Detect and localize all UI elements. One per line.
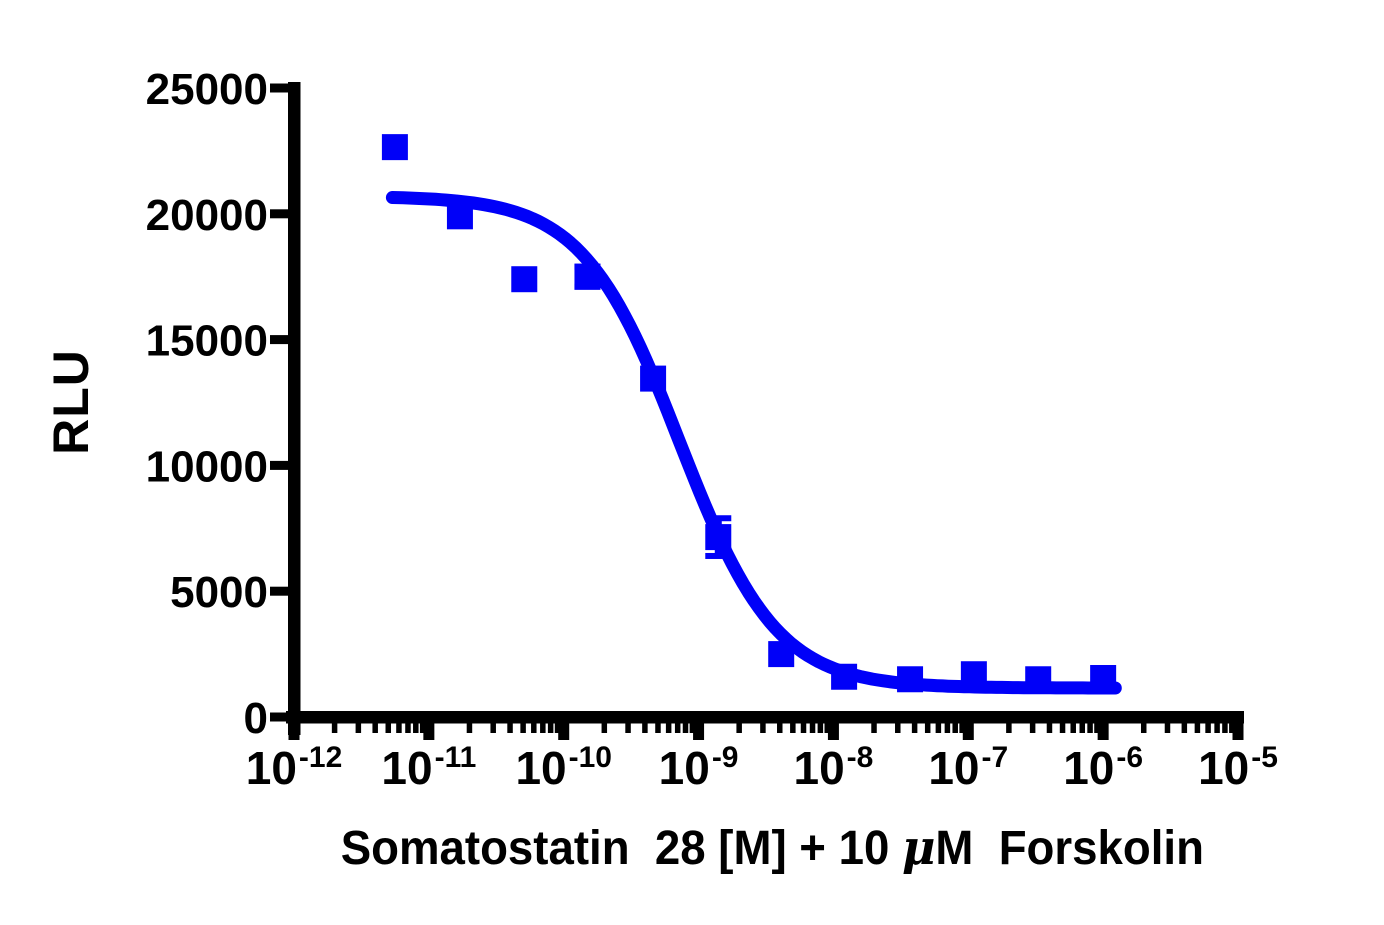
x-tick-major <box>1232 723 1244 740</box>
x-tick-minor <box>952 723 958 733</box>
x-tick-minor <box>665 723 672 733</box>
x-tick-minor <box>520 723 526 733</box>
y-axis-line <box>288 82 301 735</box>
x-axis-title-pre: Somatostatin 28 [M] + 10 <box>340 822 902 875</box>
error-bar-cap-top <box>705 515 732 522</box>
x-tick-minor <box>1222 723 1228 733</box>
x-tick-minor <box>1194 723 1201 733</box>
x-tick-label: 10-10 <box>515 741 612 794</box>
x-axis-title: Somatostatin 28 [M] + 10 μM Forskolin <box>294 820 1250 876</box>
error-bar-cap-bottom <box>705 552 732 559</box>
x-tick-major <box>1097 723 1109 740</box>
x-axis-title-post: M Forskolin <box>935 822 1204 875</box>
x-tick-minor <box>466 723 473 733</box>
x-tick-minor <box>1006 723 1012 733</box>
x-tick-label: 10-12 <box>246 741 343 794</box>
mu-symbol: μ <box>901 820 936 876</box>
x-tick-minor <box>490 723 496 733</box>
x-tick-minor <box>924 723 931 733</box>
x-tick-minor <box>760 723 766 733</box>
y-tick-label: 0 <box>244 694 268 743</box>
x-tick-label: 10-8 <box>793 741 873 794</box>
x-tick-minor <box>547 723 554 733</box>
x-tick-minor <box>355 723 362 733</box>
x-tick-major <box>962 723 974 740</box>
x-tick-minor <box>1029 723 1036 733</box>
x-tick-minor <box>385 723 392 733</box>
x-tick-label: 10-5 <box>1198 741 1278 794</box>
y-tick <box>270 712 288 722</box>
x-tick-major <box>693 723 705 740</box>
y-tick-label: 20000 <box>146 191 268 240</box>
x-tick-minor <box>372 723 378 733</box>
y-tick <box>270 460 288 470</box>
x-tick-minor <box>655 723 661 733</box>
x-tick-minor <box>935 723 942 733</box>
x-tick-major <box>423 723 435 740</box>
x-tick-major <box>288 723 300 740</box>
x-tick-minor <box>944 723 951 733</box>
x-tick-minor <box>674 723 681 733</box>
y-tick-label: 15000 <box>146 317 268 366</box>
x-tick-minor <box>413 723 419 733</box>
x-tick-minor <box>1205 723 1211 733</box>
x-tick-minor <box>809 723 816 733</box>
data-point <box>381 134 408 161</box>
x-tick-label: 10-9 <box>659 741 739 794</box>
x-tick-major <box>558 723 570 740</box>
y-tick <box>270 586 288 596</box>
x-tick-minor <box>736 723 742 733</box>
x-tick-label: 10-6 <box>1063 741 1143 794</box>
y-tick <box>270 209 288 219</box>
x-tick-minor <box>800 723 807 733</box>
x-tick-minor <box>331 723 338 733</box>
x-tick-minor <box>1059 723 1066 733</box>
x-tick-minor <box>689 723 696 733</box>
y-tick-label: 10000 <box>146 442 268 491</box>
x-axis-title-text: Somatostatin 28 [M] + 10 μM Forskolin <box>340 820 1203 876</box>
x-tick-minor <box>554 723 561 733</box>
x-tick-minor <box>625 723 631 733</box>
x-tick-minor <box>507 723 513 733</box>
data-point <box>511 266 538 293</box>
x-tick-minor <box>1214 723 1220 733</box>
y-tick <box>270 335 288 345</box>
x-tick-minor <box>1094 723 1100 733</box>
x-tick-minor <box>817 723 824 733</box>
x-tick-minor <box>777 723 783 733</box>
x-tick-minor <box>824 723 831 733</box>
x-tick-minor <box>871 723 877 733</box>
x-tick-minor <box>540 723 546 733</box>
x-tick-minor <box>1079 723 1086 733</box>
x-tick-minor <box>419 723 426 733</box>
x-tick-minor <box>911 723 918 733</box>
x-tick-minor <box>790 723 796 733</box>
x-tick-minor <box>642 723 648 733</box>
x-tick-minor <box>1070 723 1076 733</box>
y-tick <box>270 83 288 93</box>
x-tick-minor <box>396 723 402 733</box>
x-tick-minor <box>1087 723 1093 733</box>
x-tick-minor <box>895 723 901 733</box>
x-tick-minor <box>1164 723 1171 733</box>
x-tick-minor <box>682 723 689 733</box>
x-tick-major <box>827 723 839 740</box>
x-tick-label: 10-7 <box>928 741 1008 794</box>
x-tick-minor <box>1181 723 1188 733</box>
x-tick-minor <box>601 723 608 733</box>
x-tick-minor <box>1229 723 1235 733</box>
x-tick-minor <box>531 723 537 733</box>
x-axis-line <box>286 711 1244 724</box>
x-tick-minor <box>405 723 411 733</box>
y-tick-label: 25000 <box>146 65 268 114</box>
x-tick-minor <box>1140 723 1147 733</box>
x-tick-minor <box>959 723 965 733</box>
x-tick-minor <box>1046 723 1053 733</box>
fit-curve <box>385 191 1122 695</box>
x-tick-label: 10-11 <box>381 741 476 794</box>
y-tick-label: 5000 <box>170 568 268 617</box>
